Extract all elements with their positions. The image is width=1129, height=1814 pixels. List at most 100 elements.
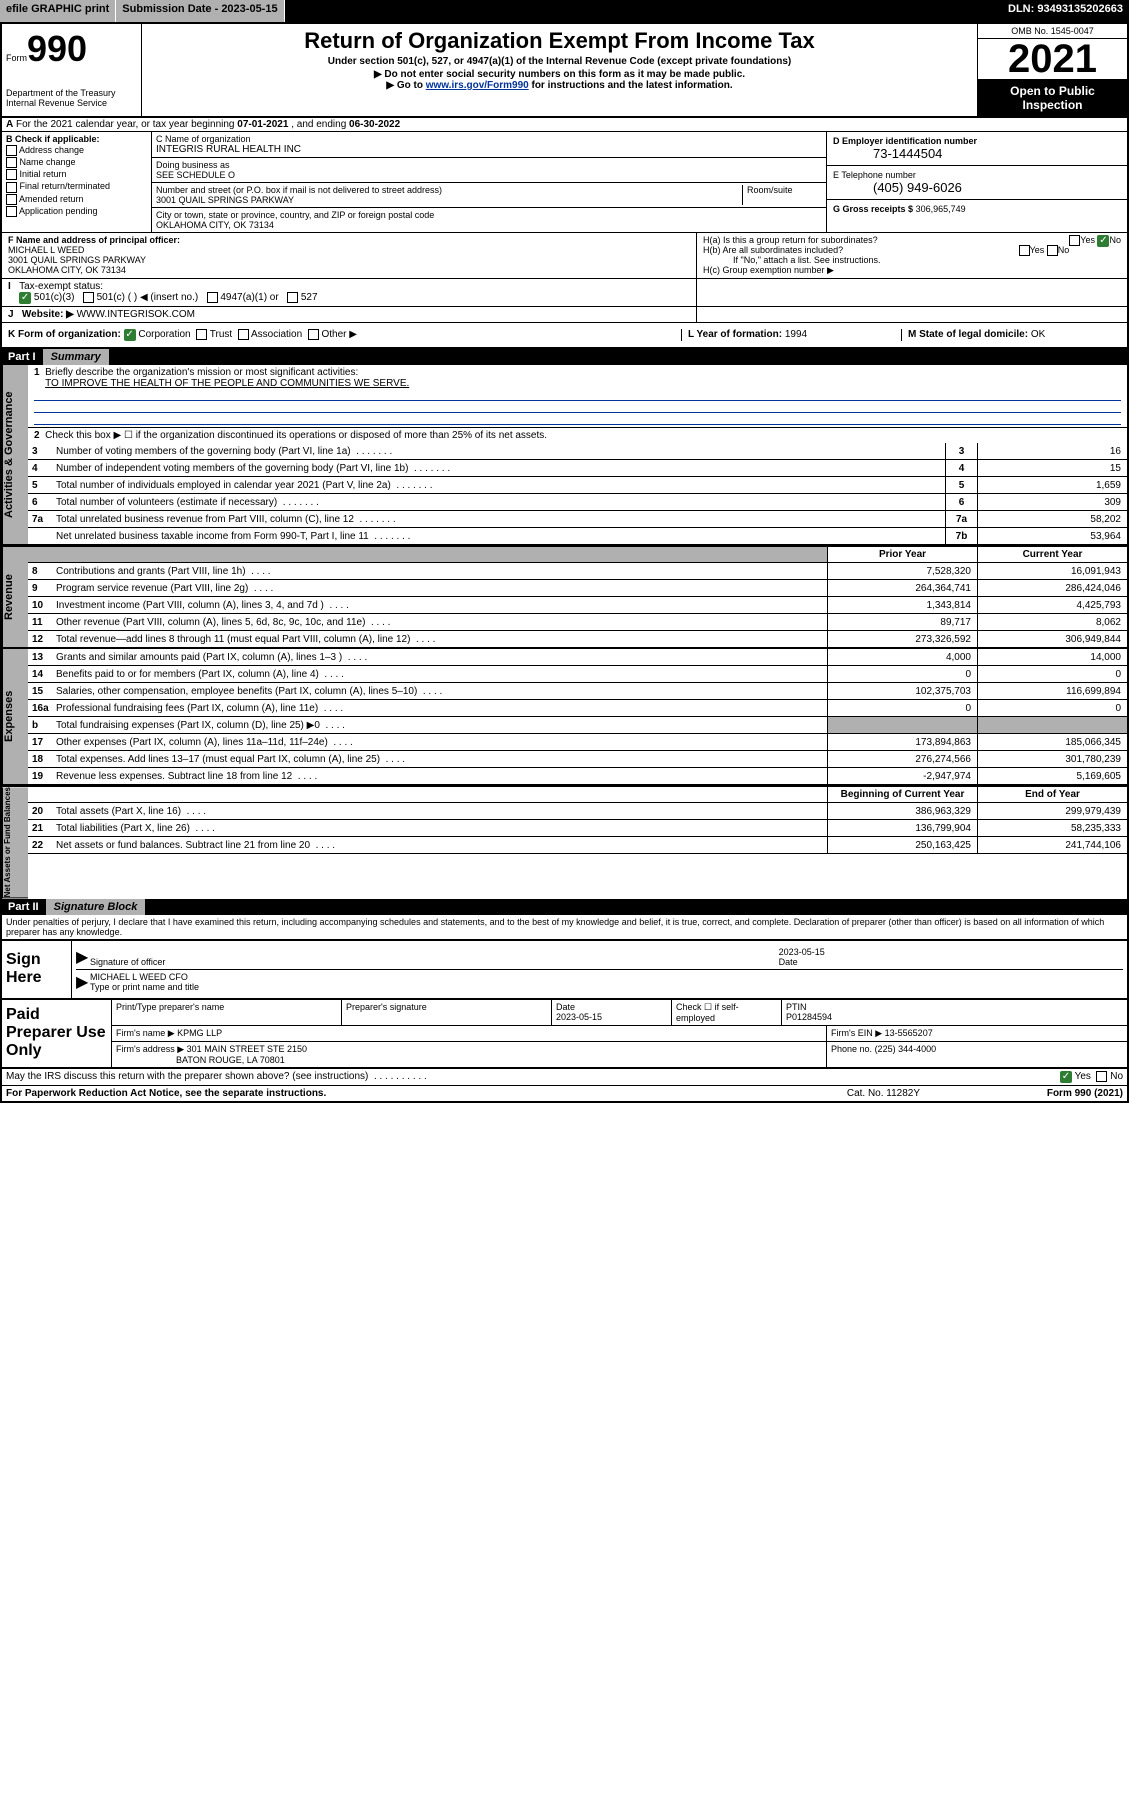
preparer-date-value: 2023-05-15 (556, 1012, 602, 1022)
box-k: K Form of organization: ✓ Corporation Tr… (8, 329, 681, 341)
ha-yes-checkbox[interactable] (1069, 235, 1080, 246)
opt-trust: Trust (210, 329, 232, 340)
submission-date: Submission Date - 2023-05-15 (116, 0, 284, 22)
box-b-opt-1[interactable]: Name change (6, 157, 147, 168)
line-a-tax-year: A For the 2021 calendar year, or tax yea… (2, 118, 1127, 132)
4947-checkbox[interactable] (207, 292, 218, 303)
firm-addr2: BATON ROUGE, LA 70801 (176, 1055, 285, 1065)
tax-year: 2021 (978, 39, 1127, 80)
summary-line-10: 10Investment income (Part VIII, column (… (28, 597, 1127, 614)
firm-ein-value: 13-5565207 (885, 1028, 933, 1038)
dln: DLN: 93493135202663 (1002, 0, 1129, 22)
corp-checkbox[interactable]: ✓ (124, 329, 136, 341)
box-b: B Check if applicable: Address change Na… (2, 132, 152, 232)
527-checkbox[interactable] (287, 292, 298, 303)
sig-date-value: 2023-05-15 (779, 947, 825, 957)
assoc-checkbox[interactable] (238, 329, 249, 340)
goto-prefix: ▶ Go to (386, 80, 425, 91)
mission-text: TO IMPROVE THE HEALTH OF THE PEOPLE AND … (45, 378, 409, 389)
summary-line-16a: 16aProfessional fundraising fees (Part I… (28, 700, 1127, 717)
box-b-opt-2[interactable]: Initial return (6, 169, 147, 180)
box-b-opt-0[interactable]: Address change (6, 145, 147, 156)
hb-label: H(b) Are all subordinates included? (703, 245, 843, 255)
gross-receipts-value: 306,965,749 (916, 204, 966, 214)
penalty-statement: Under penalties of perjury, I declare th… (2, 915, 1127, 939)
summary-line-b: bTotal fundraising expenses (Part IX, co… (28, 717, 1127, 734)
col-eoy: End of Year (977, 787, 1127, 802)
ssn-warning: ▶ Do not enter social security numbers o… (146, 69, 973, 80)
form-org-label: K Form of organization: (8, 329, 121, 340)
other-checkbox[interactable] (308, 329, 319, 340)
ha-label: H(a) Is this a group return for subordin… (703, 235, 878, 245)
box-b-opt-4[interactable]: Amended return (6, 194, 147, 205)
box-b-header: B Check if applicable: (6, 134, 147, 144)
phone-value: (405) 949-6026 (833, 180, 1121, 195)
501c-checkbox[interactable] (83, 292, 94, 303)
opt-corp: Corporation (138, 329, 190, 340)
opt-527: 527 (301, 292, 318, 303)
side-label-governance: Activities & Governance (2, 365, 28, 545)
form-header: Form990 Department of the TreasuryIntern… (2, 24, 1127, 118)
501c3-checkbox[interactable]: ✓ (19, 292, 31, 304)
officer-city: OKLAHOMA CITY, OK 73134 (8, 265, 126, 275)
top-bar: efile GRAPHIC print Submission Date - 20… (0, 0, 1129, 22)
form-subtitle: Under section 501(c), 527, or 4947(a)(1)… (146, 56, 973, 67)
summary-line-6: 6Total number of volunteers (estimate if… (28, 494, 1127, 511)
preparer-name-label: Print/Type preparer's name (112, 1000, 342, 1025)
ptin-label: PTIN (786, 1002, 807, 1012)
opt-other: Other ▶ (321, 329, 356, 340)
box-i: I Tax-exempt status: ✓ 501(c)(3) 501(c) … (2, 279, 697, 306)
col-current-year: Current Year (977, 547, 1127, 562)
gross-receipts-label: G Gross receipts $ (833, 204, 913, 214)
firm-addr-label: Firm's address ▶ (116, 1044, 184, 1054)
tax-exempt-label: Tax-exempt status: (19, 281, 103, 292)
opt-4947: 4947(a)(1) or (220, 292, 278, 303)
part1-num: Part I (8, 351, 36, 363)
org-name-label: C Name of organization (156, 134, 822, 144)
firm-ein-label: Firm's EIN ▶ (831, 1028, 882, 1038)
box-b-opt-3[interactable]: Final return/terminated (6, 181, 147, 192)
tax-year-end: 06-30-2022 (349, 119, 400, 130)
discuss-no-checkbox[interactable] (1096, 1071, 1107, 1082)
trust-checkbox[interactable] (196, 329, 207, 340)
self-employed-check[interactable]: Check ☐ if self-employed (672, 1000, 782, 1025)
box-h: H(a) Is this a group return for subordin… (697, 233, 1127, 278)
box-d: D Employer identification number 73-1444… (827, 132, 1127, 166)
col-boy: Beginning of Current Year (827, 787, 977, 802)
sig-arrow-icon: ▶ (76, 947, 90, 967)
summary-line-13: 13Grants and similar amounts paid (Part … (28, 649, 1127, 666)
discuss-yes-checkbox[interactable]: ✓ (1060, 1071, 1072, 1083)
opt-501c3: 501(c)(3) (34, 292, 75, 303)
hb-note: If "No," attach a list. See instructions… (703, 255, 1121, 265)
side-label-expenses: Expenses (2, 649, 28, 785)
opt-501c: 501(c) ( ) ◀ (insert no.) (97, 292, 199, 303)
line2-text: Check this box ▶ ☐ if the organization d… (45, 430, 547, 441)
instructions-link-line: ▶ Go to www.irs.gov/Form990 for instruct… (146, 80, 973, 91)
hb-yes-checkbox[interactable] (1019, 245, 1030, 256)
box-f: F Name and address of principal officer:… (2, 233, 697, 278)
firm-name-value: KPMG LLP (177, 1028, 222, 1038)
preparer-sig-label: Preparer's signature (342, 1000, 552, 1025)
street-value: 3001 QUAIL SPRINGS PARKWAY (156, 195, 742, 205)
box-b-opt-5[interactable]: Application pending (6, 206, 147, 217)
city-value: OKLAHOMA CITY, OK 73134 (156, 220, 822, 230)
part2-title: Signature Block (46, 899, 146, 915)
sign-here-label: Sign Here (2, 941, 72, 998)
street-label: Number and street (or P.O. box if mail i… (156, 185, 742, 195)
side-label-netassets: Net Assets or Fund Balances (2, 787, 28, 898)
sig-date-label: Date (779, 957, 798, 967)
paid-preparer-label: Paid Preparer Use Only (2, 1000, 112, 1067)
part2-header: Part II Signature Block (2, 899, 1127, 915)
officer-label: F Name and address of principal officer: (8, 235, 180, 245)
part2-num: Part II (8, 901, 39, 913)
org-name: INTEGRIS RURAL HEALTH INC (156, 144, 822, 155)
hb-no-checkbox[interactable] (1047, 245, 1058, 256)
state-domicile-value: OK (1031, 329, 1045, 340)
part1-title: Summary (43, 349, 109, 365)
irs-link[interactable]: www.irs.gov/Form990 (426, 80, 529, 91)
sig-arrow-icon-2: ▶ (76, 972, 90, 992)
summary-line-14: 14Benefits paid to or for members (Part … (28, 666, 1127, 683)
ha-no-checkbox[interactable]: ✓ (1097, 235, 1109, 247)
efile-print-button[interactable]: efile GRAPHIC print (0, 0, 116, 22)
summary-line-19: 19Revenue less expenses. Subtract line 1… (28, 768, 1127, 785)
